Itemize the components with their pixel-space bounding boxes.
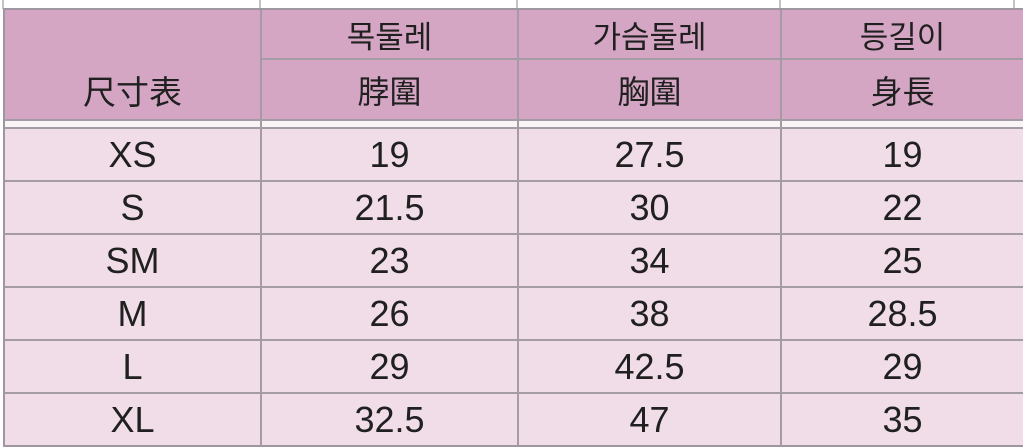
value-cell: 42.5 bbox=[519, 341, 780, 392]
gridline-tick bbox=[1013, 0, 1015, 9]
value-cell: 30 bbox=[519, 182, 780, 233]
size-label-cell: XS bbox=[5, 129, 260, 180]
value-cell: 22 bbox=[782, 182, 1023, 233]
size-label-cell: M bbox=[5, 288, 260, 339]
value-cell: 34 bbox=[519, 235, 780, 286]
separator-cell bbox=[262, 121, 517, 127]
size-label-cell: L bbox=[5, 341, 260, 392]
value-cell: 25 bbox=[782, 235, 1023, 286]
value-cell: 28.5 bbox=[782, 288, 1023, 339]
value-cell: 21.5 bbox=[262, 182, 517, 233]
gridline-tick bbox=[259, 0, 261, 9]
gridline-tick bbox=[779, 0, 781, 9]
value-cell: 23 bbox=[262, 235, 517, 286]
size-label-cell: S bbox=[5, 182, 260, 233]
value-cell: 35 bbox=[782, 394, 1023, 445]
value-cell: 38 bbox=[519, 288, 780, 339]
col-header-korean-neck: 목둘레 bbox=[262, 10, 517, 58]
gridline-tick bbox=[2, 0, 4, 9]
value-cell: 19 bbox=[782, 129, 1023, 180]
size-label-cell: SM bbox=[5, 235, 260, 286]
corner-header-size-chart: 尺寸表 bbox=[5, 10, 260, 119]
value-cell: 29 bbox=[262, 341, 517, 392]
value-cell: 32.5 bbox=[262, 394, 517, 445]
value-cell: 29 bbox=[782, 341, 1023, 392]
col-header-chinese-body-length: 身長 bbox=[782, 60, 1023, 119]
size-label-cell: XL bbox=[5, 394, 260, 445]
gridline-tick bbox=[516, 0, 518, 9]
col-header-chinese-chest: 胸圍 bbox=[519, 60, 780, 119]
value-cell: 47 bbox=[519, 394, 780, 445]
size-chart-table: 尺寸表 목둘레 가슴둘레 등길이 脖圍 胸圍 身長 XS 19 27.5 19 … bbox=[3, 8, 1023, 447]
separator-cell bbox=[782, 121, 1023, 127]
col-header-chinese-neck: 脖圍 bbox=[262, 60, 517, 119]
separator-cell bbox=[5, 121, 260, 127]
separator-cell bbox=[519, 121, 780, 127]
col-header-korean-back-length: 등길이 bbox=[782, 10, 1023, 58]
value-cell: 19 bbox=[262, 129, 517, 180]
value-cell: 26 bbox=[262, 288, 517, 339]
value-cell: 27.5 bbox=[519, 129, 780, 180]
col-header-korean-chest: 가슴둘레 bbox=[519, 10, 780, 58]
